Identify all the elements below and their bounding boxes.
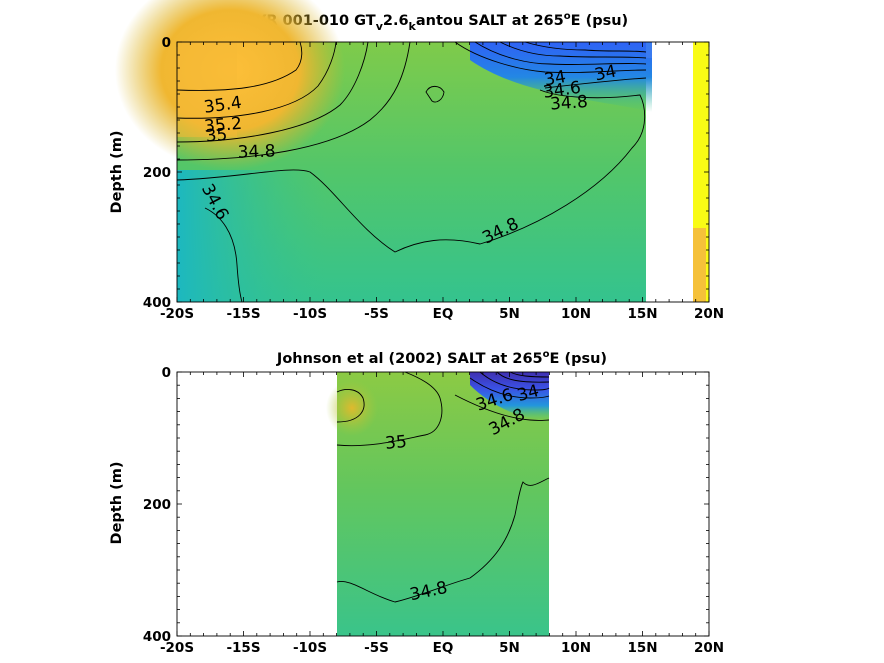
bottom-contour-34-8b <box>454 394 550 421</box>
top-contour-34-0 <box>524 41 647 53</box>
top-field-teal <box>177 170 327 302</box>
bottom-axes: -20S -15S -10S -5S EQ 5N 10N 15N 20N 0 200 400 <box>143 365 724 656</box>
top-contour-35-4 <box>176 41 303 91</box>
top-x-tick-label: -10S <box>293 306 327 322</box>
bottom-x-tick-label: 5N <box>499 640 520 656</box>
top-axes: -20S -15S -10S -5S EQ 5N 10N 15N 20N 0 200 400 <box>143 35 724 322</box>
top-x-tick-label: EQ <box>433 306 454 322</box>
top-field-coast-deep <box>693 228 706 302</box>
top-contour-35-0 <box>176 41 369 143</box>
bottom-y-axis-label: Depth (m) <box>109 462 125 545</box>
bottom-contour-34-2 <box>496 371 550 383</box>
top-contour-34-8c <box>544 77 647 89</box>
top-contour-label: 34 <box>593 61 618 85</box>
bottom-contour-lines <box>336 371 550 603</box>
top-contour-34-8a <box>176 41 411 161</box>
top-contour-34-2 <box>499 41 647 59</box>
bottom-x-tick-label: -5S <box>364 640 389 656</box>
top-contour-label: 35.2 <box>203 114 242 137</box>
top-contour-34-8b <box>176 89 646 253</box>
bottom-contour-34-4 <box>479 371 550 391</box>
bottom-x-tick-label: -15S <box>226 640 260 656</box>
bottom-panel: Johnson et al (2002) SALT at 265oE (psu)… <box>109 349 724 656</box>
bottom-x-tick-label: 20N <box>694 640 724 656</box>
bottom-contour-34-0 <box>509 371 550 378</box>
bottom-x-tick-label: 10N <box>561 640 591 656</box>
top-contour-34-4 <box>474 41 647 66</box>
top-salinity-field <box>115 0 709 302</box>
top-field-fresh-edge <box>646 42 652 58</box>
top-contour-label: 35 <box>205 125 228 146</box>
top-x-tick-label: -20S <box>160 306 194 322</box>
top-panel: YR 001-010 GTv2.6kantou SALT at 265oE (p… <box>109 0 724 322</box>
top-contour-label: 34 <box>543 67 568 90</box>
top-x-tick-label: 5N <box>499 306 520 322</box>
top-x-tick-label: -15S <box>226 306 260 322</box>
bottom-contour-35-2 <box>336 389 365 423</box>
bottom-y-tick-label: 0 <box>162 365 171 381</box>
bottom-x-tick-label: -10S <box>293 640 327 656</box>
bottom-contour-34-6 <box>469 377 550 399</box>
top-y-axis-label: Depth (m) <box>109 131 125 214</box>
bottom-contour-34-8 <box>336 477 550 603</box>
bottom-chart-title: Johnson et al (2002) SALT at 265oE (psu) <box>276 349 607 367</box>
top-x-tick-label: 15N <box>627 306 657 322</box>
top-contour-34-6 <box>204 207 243 303</box>
top-x-tick-label: -5S <box>364 306 389 322</box>
top-y-tick-label: 200 <box>143 165 171 181</box>
top-x-tick-label: 20N <box>694 306 724 322</box>
top-contour-label: 34.8 <box>549 92 588 115</box>
bottom-x-tick-label: 15N <box>627 640 657 656</box>
top-contour-eddy <box>425 85 445 103</box>
top-y-tick-label: 0 <box>162 35 171 51</box>
top-y-tick-label: 400 <box>143 295 171 311</box>
bottom-y-tick-label: 200 <box>143 497 171 513</box>
top-contour-35-2 <box>176 41 337 119</box>
top-contour-34-6b <box>454 41 647 74</box>
top-x-tick-label: 10N <box>561 306 591 322</box>
bottom-y-tick-label: 400 <box>143 629 171 645</box>
bottom-contour-label: 35 <box>384 432 407 454</box>
bottom-field-salty-core <box>326 380 378 436</box>
top-contour-lines <box>176 41 647 303</box>
bottom-x-tick-label: EQ <box>433 640 454 656</box>
top-contour-label: 34.8 <box>237 141 276 162</box>
bottom-x-tick-label: -20S <box>160 640 194 656</box>
bottom-contour-35-0 <box>336 371 443 447</box>
